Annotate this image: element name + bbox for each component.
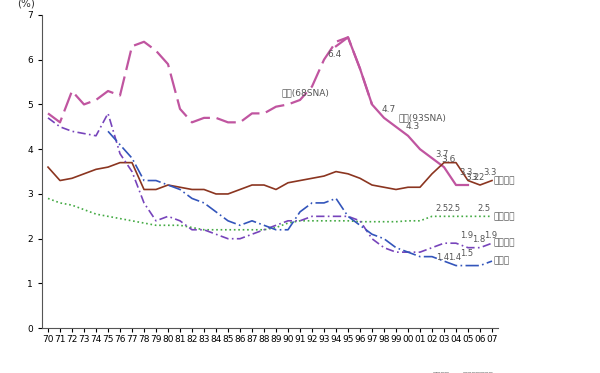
Text: ドイツ: ドイツ: [494, 257, 510, 266]
Text: 3.2: 3.2: [472, 173, 485, 182]
Text: 3.3: 3.3: [460, 168, 473, 177]
Text: 6.4: 6.4: [328, 50, 342, 59]
Text: 1.8: 1.8: [472, 235, 485, 244]
Text: 1.9: 1.9: [460, 231, 473, 240]
Text: 1.4: 1.4: [448, 253, 461, 262]
Text: 2.5: 2.5: [448, 204, 461, 213]
Text: イギリス: イギリス: [494, 239, 515, 248]
Text: 3.6: 3.6: [442, 155, 456, 164]
Text: フランス: フランス: [494, 176, 515, 185]
Text: 日本(68SNA): 日本(68SNA): [282, 88, 330, 97]
Text: (%): (%): [17, 0, 35, 9]
Text: 4.7: 4.7: [382, 106, 396, 115]
Text: 1.9: 1.9: [484, 231, 497, 240]
Text: 日本(93SNA): 日本(93SNA): [398, 113, 446, 122]
Text: 3.2: 3.2: [466, 173, 480, 182]
Text: 3.7: 3.7: [436, 150, 449, 159]
Text: （資料）――各年度（海外）: （資料）――各年度（海外）: [433, 372, 493, 373]
Text: 1.5: 1.5: [460, 249, 473, 258]
Text: 1.4: 1.4: [436, 253, 449, 262]
Text: アメリカ: アメリカ: [494, 212, 515, 221]
Text: 2.5: 2.5: [478, 204, 491, 213]
Text: 2.5: 2.5: [436, 204, 449, 213]
Text: 3.3: 3.3: [484, 168, 497, 177]
Text: 4.3: 4.3: [406, 122, 420, 131]
